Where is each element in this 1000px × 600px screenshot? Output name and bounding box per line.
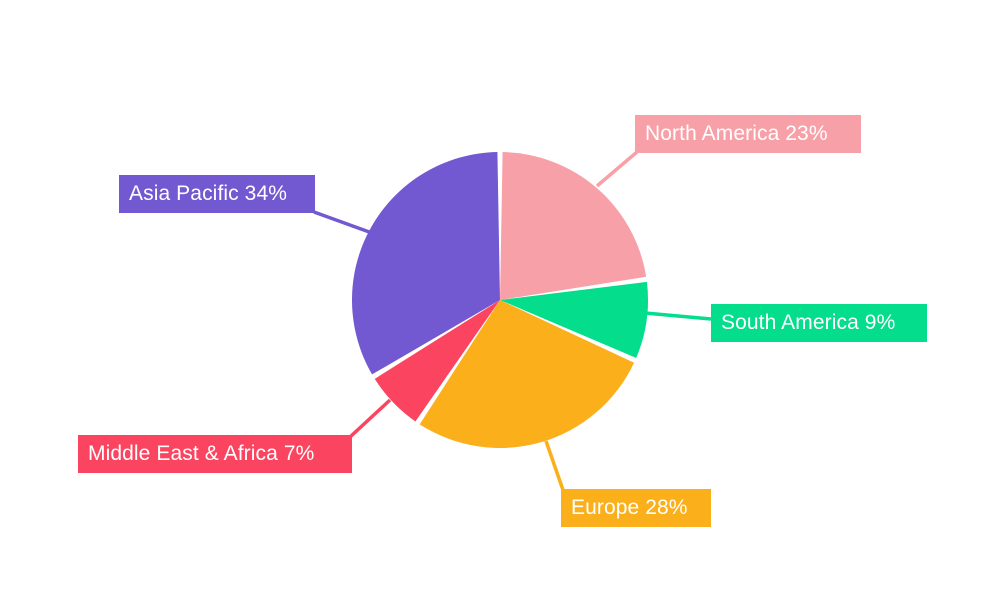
pie-slice[interactable]	[374, 300, 500, 422]
pie-slice[interactable]	[419, 300, 635, 449]
leader-line	[595, 150, 639, 188]
slice-label-north-america[interactable]: North America 23%	[635, 115, 861, 153]
slice-label-europe[interactable]: Europe 28%	[561, 489, 711, 527]
leader-line	[313, 210, 373, 235]
slice-label-middle-east-africa[interactable]: Middle East & Africa 7%	[78, 435, 352, 473]
leader-line	[644, 311, 712, 321]
slice-label-south-america[interactable]: South America 9%	[711, 304, 927, 342]
leader-lines	[313, 150, 712, 491]
leader-line	[544, 440, 565, 491]
pie-slice[interactable]	[500, 152, 647, 300]
leader-line	[348, 398, 392, 439]
pie-slice[interactable]	[500, 281, 648, 358]
slice-label-asia-pacific[interactable]: Asia Pacific 34%	[119, 175, 315, 213]
pie-slices	[351, 152, 648, 449]
pie-slice[interactable]	[351, 152, 500, 375]
